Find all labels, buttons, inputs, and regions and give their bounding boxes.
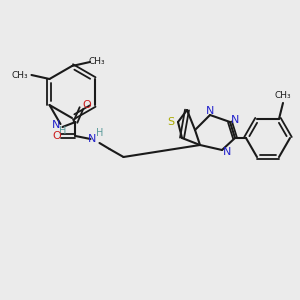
Text: N: N — [52, 120, 61, 130]
Text: N: N — [88, 134, 97, 144]
Text: S: S — [167, 117, 175, 127]
Text: N: N — [231, 115, 239, 125]
Text: N: N — [223, 147, 231, 157]
Text: O: O — [82, 100, 91, 110]
Text: CH₃: CH₃ — [11, 70, 28, 80]
Text: CH₃: CH₃ — [89, 58, 105, 67]
Text: H: H — [96, 128, 103, 138]
Text: O: O — [52, 131, 61, 141]
Text: N: N — [206, 106, 214, 116]
Text: H: H — [59, 126, 66, 136]
Text: CH₃: CH₃ — [275, 92, 291, 100]
